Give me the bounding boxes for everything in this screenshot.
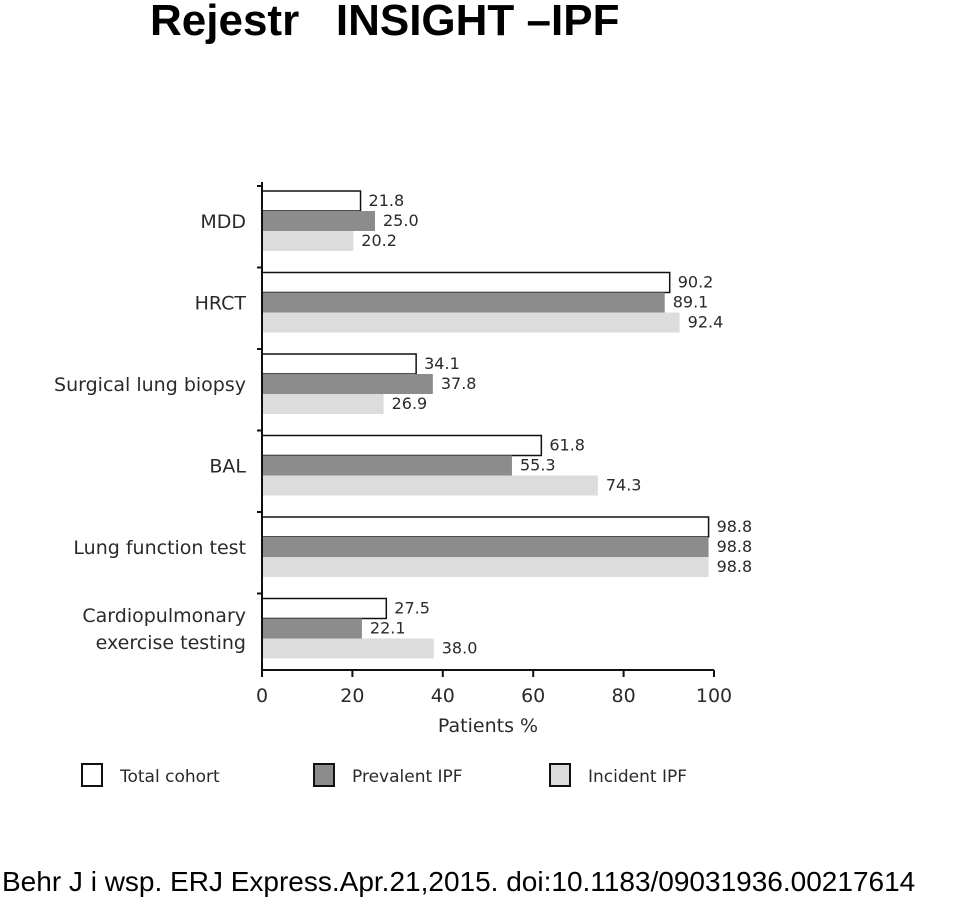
value-label: 55.3 bbox=[520, 456, 556, 475]
category-label: exercise testing bbox=[96, 632, 246, 654]
legend-label: Prevalent IPF bbox=[352, 767, 463, 787]
bar-total-cohort-2 bbox=[261, 353, 417, 375]
value-label: 25.0 bbox=[383, 211, 419, 230]
bar-chart: 21.825.020.2 MDD 90.289.192.4 HRCT 34.137.8 2… bbox=[54, 182, 752, 787]
value-label: 92.4 bbox=[688, 313, 724, 332]
x-tick-label: 100 bbox=[696, 685, 732, 707]
bar-incident-ipf-4 bbox=[262, 557, 709, 577]
value-label: 26.9 bbox=[392, 394, 428, 413]
bar-prevalent-ipf-1 bbox=[262, 292, 665, 313]
x-tick-label: 0 bbox=[256, 685, 268, 707]
legend-label: Incident IPF bbox=[588, 767, 687, 787]
category-label: Lung function test bbox=[73, 537, 246, 559]
value-label: 98.8 bbox=[717, 557, 753, 576]
value-label: 74.3 bbox=[606, 476, 642, 495]
bar-incident-ipf-2 bbox=[262, 394, 384, 414]
legend-swatch-prevalent-ipf bbox=[313, 763, 335, 787]
bar-group bbox=[261, 190, 710, 659]
x-tick-label: 60 bbox=[521, 685, 545, 707]
axes-group: 0 20 40 60 80 100 Patients % bbox=[256, 182, 732, 737]
category-label: Surgical lung biopsy bbox=[54, 374, 246, 396]
x-tick-label: 20 bbox=[340, 685, 364, 707]
value-label: 34.1 bbox=[424, 354, 460, 373]
value-label: 89.1 bbox=[673, 293, 709, 312]
bar-total-cohort-3 bbox=[261, 434, 543, 457]
value-label: 20.2 bbox=[361, 231, 397, 250]
category-label: Cardiopulmonary bbox=[82, 605, 246, 627]
legend: Total cohort Prevalent IPF Incident IPF bbox=[81, 763, 687, 787]
value-label: 37.8 bbox=[441, 374, 477, 393]
value-label: 38.0 bbox=[442, 639, 478, 658]
slide-title: Rejestr INSIGHT –IPF bbox=[150, 0, 620, 45]
citation: Behr J i wsp. ERJ Express.Apr.21,2015. d… bbox=[2, 866, 916, 897]
bar-prevalent-ipf-0 bbox=[262, 211, 375, 231]
bar-total-cohort-0 bbox=[261, 190, 362, 212]
x-tick-label: 80 bbox=[612, 685, 636, 707]
bar-prevalent-ipf-3 bbox=[262, 455, 512, 476]
x-tick-label: 40 bbox=[431, 685, 455, 707]
bar-total-cohort-1 bbox=[261, 271, 671, 294]
bar-prevalent-ipf-4 bbox=[262, 537, 709, 557]
x-axis-title: Patients % bbox=[438, 715, 538, 737]
bar-incident-ipf-3 bbox=[262, 475, 598, 496]
bar-total-cohort-5 bbox=[261, 597, 388, 620]
category-label: HRCT bbox=[195, 293, 247, 315]
bar-incident-ipf-1 bbox=[262, 312, 680, 333]
value-label: 90.2 bbox=[678, 273, 714, 292]
bar-prevalent-ipf-2 bbox=[262, 374, 433, 394]
bar-total-cohort-4 bbox=[261, 516, 710, 538]
legend-swatch-incident-ipf bbox=[549, 763, 571, 787]
value-label: 21.8 bbox=[369, 191, 405, 210]
value-label: 27.5 bbox=[394, 599, 430, 618]
value-label: 98.8 bbox=[717, 537, 753, 556]
bar-incident-ipf-0 bbox=[262, 231, 354, 251]
value-label: 61.8 bbox=[549, 436, 585, 455]
bar-prevalent-ipf-5 bbox=[262, 618, 362, 639]
value-label: 22.1 bbox=[370, 619, 406, 638]
category-label: BAL bbox=[209, 456, 246, 478]
bar-incident-ipf-5 bbox=[262, 638, 434, 659]
legend-label: Total cohort bbox=[119, 767, 220, 787]
value-label: 98.8 bbox=[717, 517, 753, 536]
label-group: 21.825.020.2 MDD 90.289.192.4 HRCT 34.137.8 2… bbox=[54, 191, 752, 658]
legend-swatch-total-cohort bbox=[81, 763, 103, 787]
category-label: MDD bbox=[200, 211, 246, 233]
